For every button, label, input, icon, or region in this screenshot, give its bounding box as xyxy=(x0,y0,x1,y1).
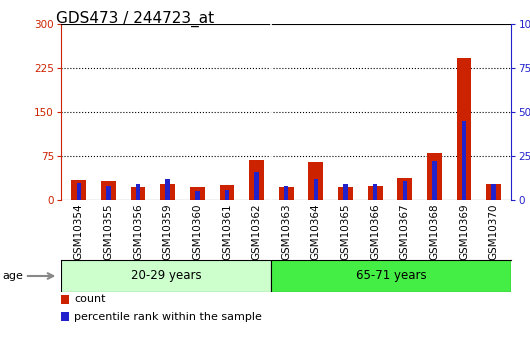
Bar xyxy=(368,186,383,200)
Bar xyxy=(61,312,69,321)
Bar xyxy=(249,160,264,200)
Bar xyxy=(457,58,472,200)
Bar xyxy=(279,187,294,200)
Bar xyxy=(61,260,271,292)
Bar xyxy=(190,187,205,200)
Text: age: age xyxy=(3,271,23,281)
Bar xyxy=(402,181,407,200)
Bar xyxy=(343,184,348,200)
Bar xyxy=(427,153,442,200)
Text: GSM10365: GSM10365 xyxy=(340,203,350,260)
Bar xyxy=(130,187,145,200)
Text: percentile rank within the sample: percentile rank within the sample xyxy=(74,312,262,322)
Bar xyxy=(195,191,199,200)
Bar xyxy=(432,161,437,200)
Bar xyxy=(101,181,116,200)
Text: GSM10355: GSM10355 xyxy=(103,203,113,260)
Text: GDS473 / 244723_at: GDS473 / 244723_at xyxy=(56,10,214,27)
Bar xyxy=(491,184,496,200)
Text: GSM10370: GSM10370 xyxy=(489,203,499,260)
Bar xyxy=(106,186,111,200)
Text: GSM10360: GSM10360 xyxy=(192,203,202,260)
Bar xyxy=(254,172,259,200)
Bar xyxy=(486,184,501,200)
Text: GSM10364: GSM10364 xyxy=(311,203,321,260)
Text: 65-71 years: 65-71 years xyxy=(356,269,427,283)
Bar xyxy=(284,186,288,200)
Bar xyxy=(338,187,353,200)
Text: GSM10362: GSM10362 xyxy=(252,203,262,260)
Text: GSM10367: GSM10367 xyxy=(400,203,410,260)
Text: GSM10356: GSM10356 xyxy=(133,203,143,260)
Text: GSM10363: GSM10363 xyxy=(281,203,291,260)
Bar xyxy=(462,121,466,200)
Bar xyxy=(308,162,323,200)
Bar xyxy=(76,183,81,200)
Bar xyxy=(72,179,86,200)
Bar xyxy=(61,295,69,304)
Text: GSM10366: GSM10366 xyxy=(370,203,380,260)
Text: GSM10361: GSM10361 xyxy=(222,203,232,260)
Bar xyxy=(373,184,377,200)
Bar xyxy=(225,189,229,200)
Text: GSM10354: GSM10354 xyxy=(74,203,84,260)
Text: count: count xyxy=(74,295,106,304)
Bar xyxy=(314,179,318,200)
Bar xyxy=(165,179,170,200)
Bar xyxy=(160,184,175,200)
Bar xyxy=(136,184,140,200)
Text: 20-29 years: 20-29 years xyxy=(131,269,201,283)
Bar xyxy=(398,178,412,200)
Text: GSM10369: GSM10369 xyxy=(459,203,469,260)
Text: GSM10359: GSM10359 xyxy=(163,203,173,260)
Bar xyxy=(219,186,234,200)
Bar xyxy=(271,260,511,292)
Text: GSM10368: GSM10368 xyxy=(429,203,439,260)
